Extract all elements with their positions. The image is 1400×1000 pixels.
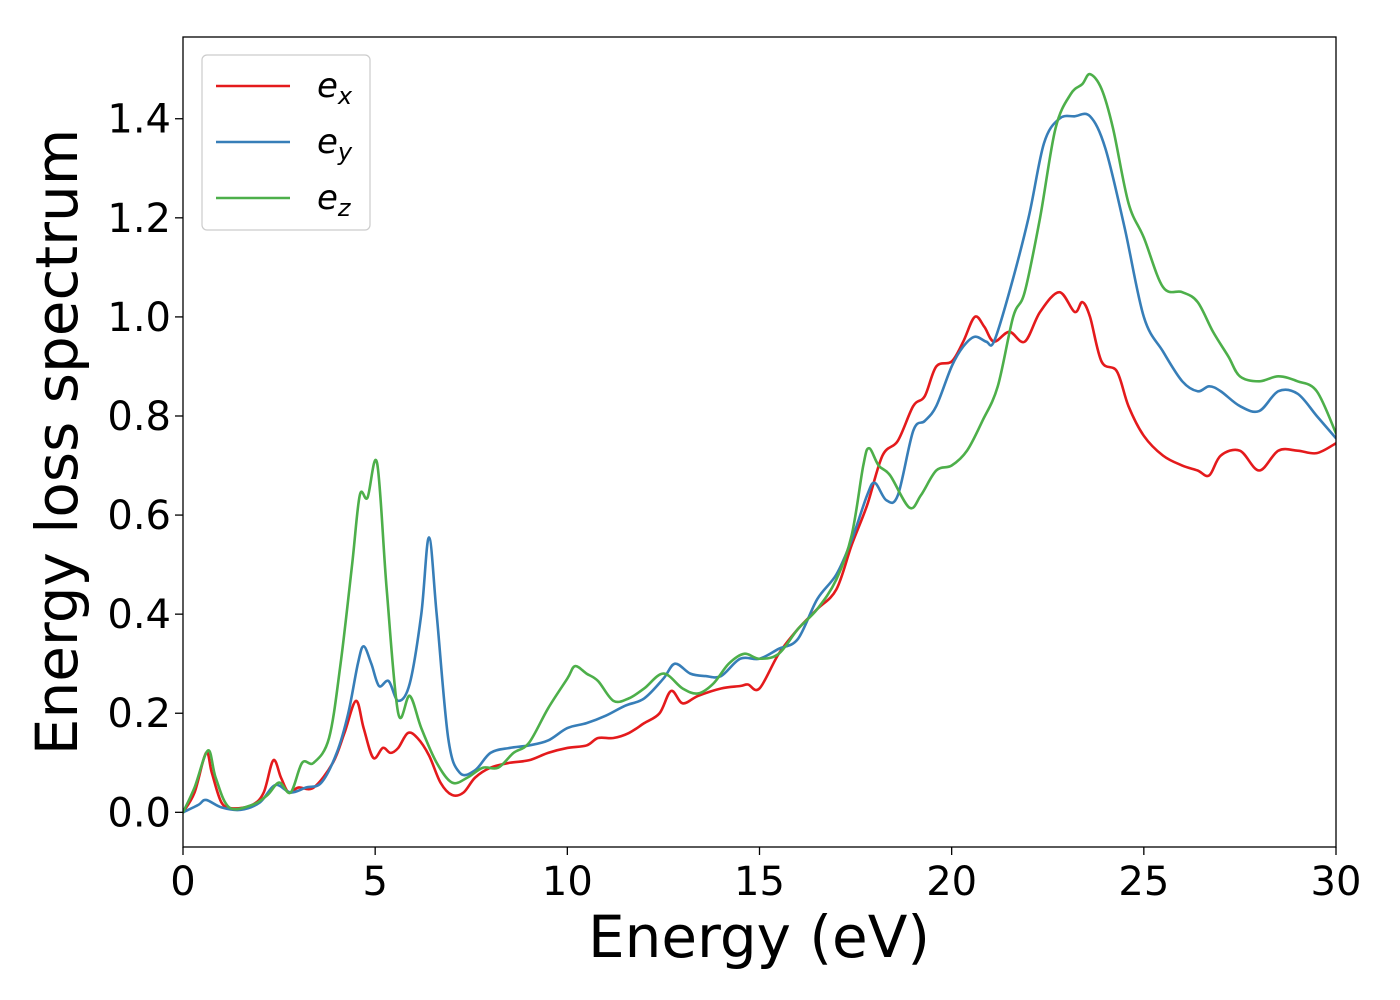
- y-tick-label: 1.4: [107, 97, 171, 143]
- legend-entries: ex ey ez: [216, 66, 353, 222]
- x-tick-label: 25: [1118, 859, 1169, 905]
- y-tick-label: 1.0: [107, 295, 171, 341]
- y-tick-label: 1.2: [107, 196, 171, 242]
- legend: ex ey ez: [201, 54, 371, 231]
- ticks-layer: 0 5 10 15 20 25 30 0.0 0.2 0.4 0.6 0.8 1.0 1.2 1.4: [107, 97, 1361, 905]
- x-tick-label: 20: [926, 859, 977, 905]
- series-line-e-z: [183, 72, 1336, 814]
- legend-label-e-z: ez: [317, 178, 352, 222]
- legend-label-e-x: ex: [317, 66, 353, 110]
- y-tick-label: 0.6: [107, 493, 171, 539]
- x-tick-label: 15: [734, 859, 785, 905]
- series-layer: [183, 72, 1336, 814]
- x-tick-label: 30: [1311, 859, 1362, 905]
- x-axis-label: Energy (eV): [588, 903, 930, 971]
- series-line-e-y: [183, 112, 1336, 814]
- y-tick-label: 0.8: [107, 394, 171, 440]
- y-tick-label: 0.0: [107, 790, 171, 836]
- x-tick-label: 10: [542, 859, 593, 905]
- y-tick-label: 0.2: [107, 691, 171, 737]
- y-tick-label: 0.4: [107, 592, 171, 638]
- x-tick-label: 5: [362, 859, 387, 905]
- y-axis-label: Energy loss spectrum: [23, 129, 91, 755]
- x-tick-label: 0: [170, 859, 195, 905]
- legend-label-e-y: ey: [317, 122, 353, 166]
